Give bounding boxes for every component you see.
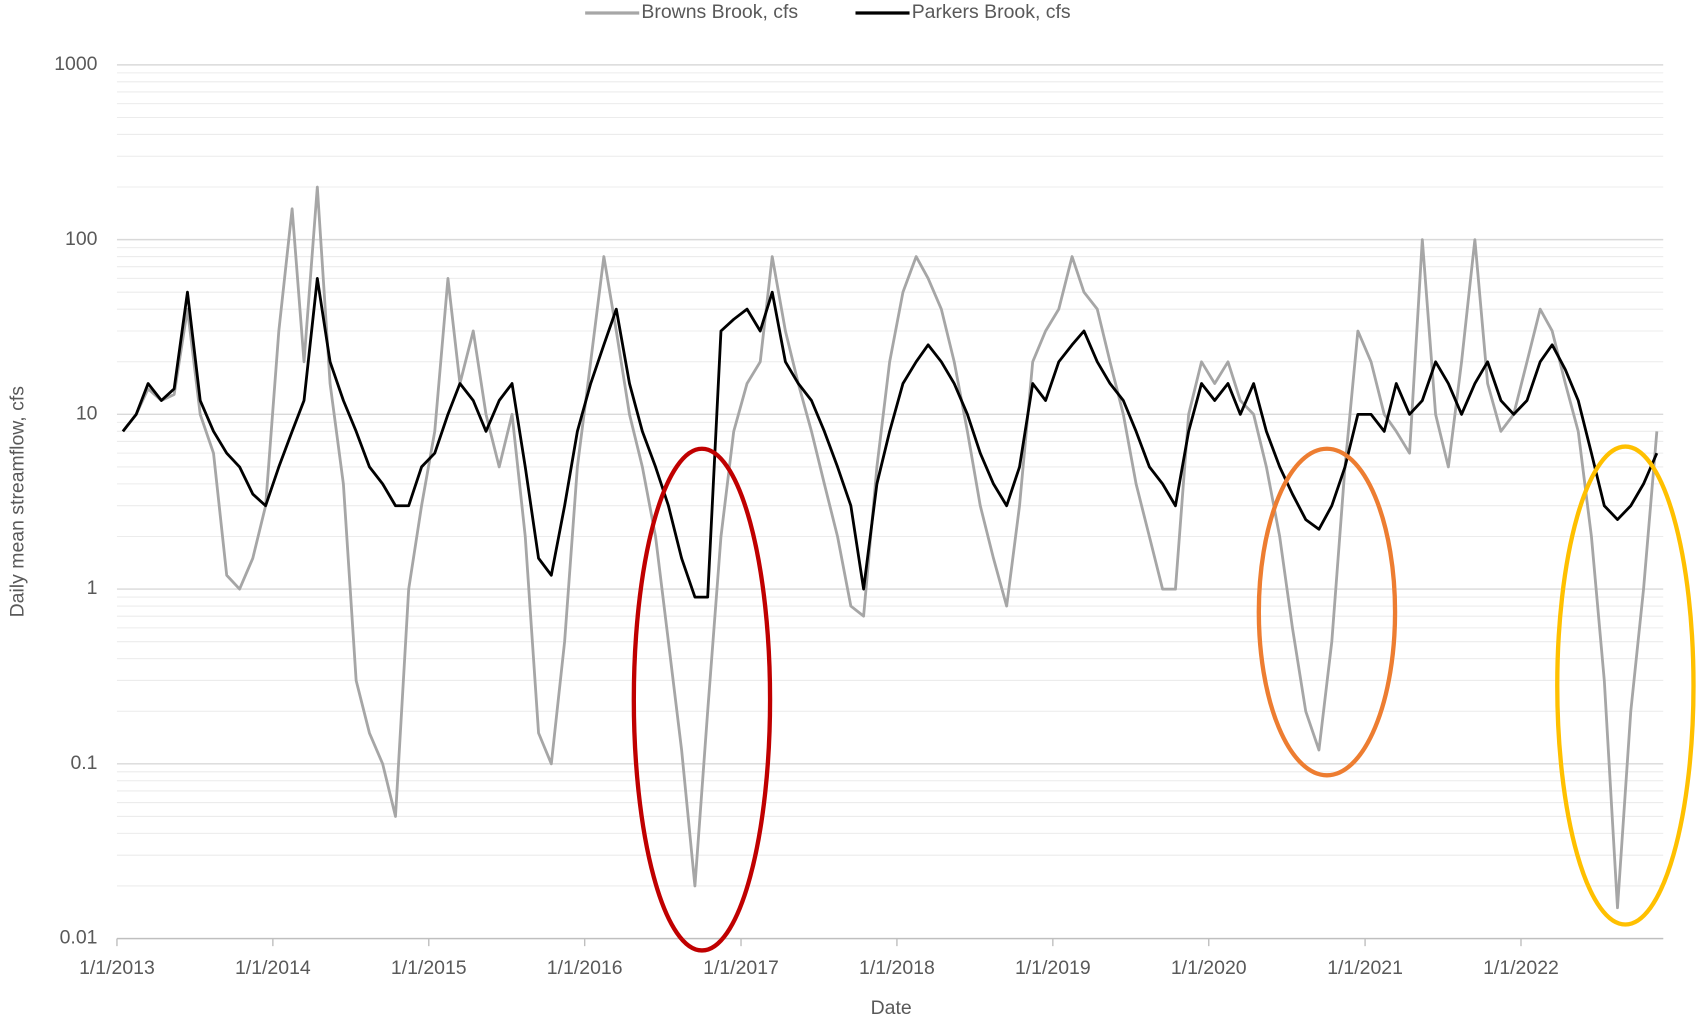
- grid: 0.01 0.1 1 10 100 1000 1/1/2013 1/1/2014 1/1/201…: [54, 53, 1664, 979]
- x-tick-label: 1/1/2019: [1015, 957, 1091, 979]
- x-tick-label: 1/1/2013: [79, 957, 155, 979]
- x-tick-label: 1/1/2017: [703, 957, 779, 979]
- plot-lines: [121, 185, 1659, 910]
- x-tick-label: 1/1/2020: [1171, 957, 1247, 979]
- legend: Browns Brook, cfs Parkers Brook, cfs: [585, 1, 1071, 23]
- annotation-ellipse: [1256, 446, 1398, 778]
- annotation-ellipse: [631, 446, 773, 953]
- series-line: [121, 277, 1659, 599]
- x-axis-label: Date: [871, 997, 912, 1019]
- y-tick-label: 10: [76, 402, 98, 424]
- legend-label: Parkers Brook, cfs: [912, 1, 1071, 23]
- legend-label: Browns Brook, cfs: [641, 1, 798, 23]
- x-tick-label: 1/1/2018: [859, 957, 935, 979]
- y-tick-label: 0.01: [60, 927, 98, 949]
- x-tick-label: 1/1/2022: [1483, 957, 1559, 979]
- y-tick-label: 1000: [54, 53, 97, 75]
- x-tick-label: 1/1/2014: [235, 957, 311, 979]
- y-axis-label: Daily mean streamflow, cfs: [7, 386, 29, 618]
- x-tick-label: 1/1/2015: [391, 957, 467, 979]
- y-tick-label: 100: [65, 228, 98, 250]
- series-line: [121, 185, 1659, 910]
- y-tick-label: 1: [87, 577, 98, 599]
- annotation-ellipse: [1555, 444, 1696, 927]
- x-tick-label: 1/1/2016: [547, 957, 623, 979]
- x-tick-label: 1/1/2021: [1327, 957, 1403, 979]
- y-tick-label: 0.1: [70, 752, 97, 774]
